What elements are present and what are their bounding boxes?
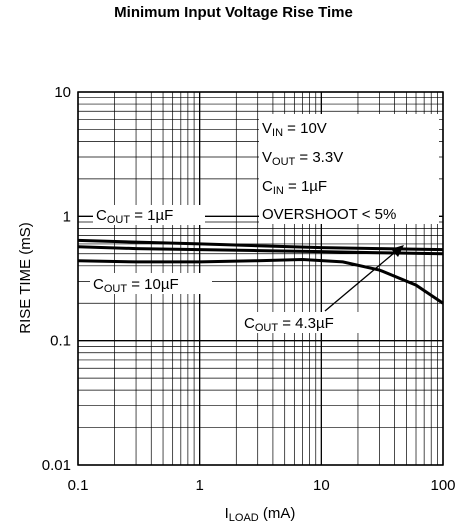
y-tick-label: 0.1 bbox=[50, 333, 71, 350]
data-curves bbox=[77, 238, 444, 305]
condition-0: VIN = 10V bbox=[262, 120, 327, 139]
condition-3: OVERSHOOT < 5% bbox=[262, 206, 396, 223]
label-backgrounds bbox=[90, 114, 439, 333]
condition-1: VOUT = 3.3V bbox=[262, 149, 343, 168]
series-curve-2 bbox=[77, 257, 444, 305]
cout-4p3uf-label: COUT = 4.3µF bbox=[244, 315, 334, 334]
annotations: VIN = 10V VOUT = 3.3V CIN = 1µF OVERSHOOT <… bbox=[93, 120, 404, 334]
conditions-box bbox=[259, 114, 439, 224]
cout-4p3uf-label-bg bbox=[241, 312, 365, 333]
arrow-head bbox=[391, 245, 404, 257]
x-axis-label: ILOAD (mA) bbox=[225, 505, 296, 524]
plot-frame bbox=[77, 91, 444, 466]
cout-10uf-label: COUT = 10µF bbox=[93, 276, 179, 295]
x-tick-label: 1 bbox=[195, 477, 203, 494]
chart-title: Minimum Input Voltage Rise Time bbox=[114, 4, 353, 21]
y-tick-label: 0.01 bbox=[42, 457, 71, 474]
cout-1uf-label: COUT = 1µF bbox=[96, 207, 173, 226]
series-curve-1 bbox=[77, 245, 444, 256]
series-curve-0 bbox=[77, 238, 444, 252]
cout-10uf-label-bg bbox=[90, 273, 212, 294]
condition-2: CIN = 1µF bbox=[262, 178, 327, 197]
tick-labels: 0.1 1 10 100 0.01 0.1 1 10 bbox=[42, 84, 456, 494]
x-tick-label: 0.1 bbox=[68, 477, 89, 494]
y-tick-label: 1 bbox=[63, 208, 71, 225]
leader-line bbox=[324, 247, 401, 312]
x-tick-label: 10 bbox=[313, 477, 330, 494]
cout-1uf-label-bg bbox=[93, 205, 205, 225]
y-tick-label: 10 bbox=[54, 84, 71, 101]
x-tick-label: 100 bbox=[430, 477, 455, 494]
y-axis-label: RISE TIME (mS) bbox=[17, 222, 34, 333]
